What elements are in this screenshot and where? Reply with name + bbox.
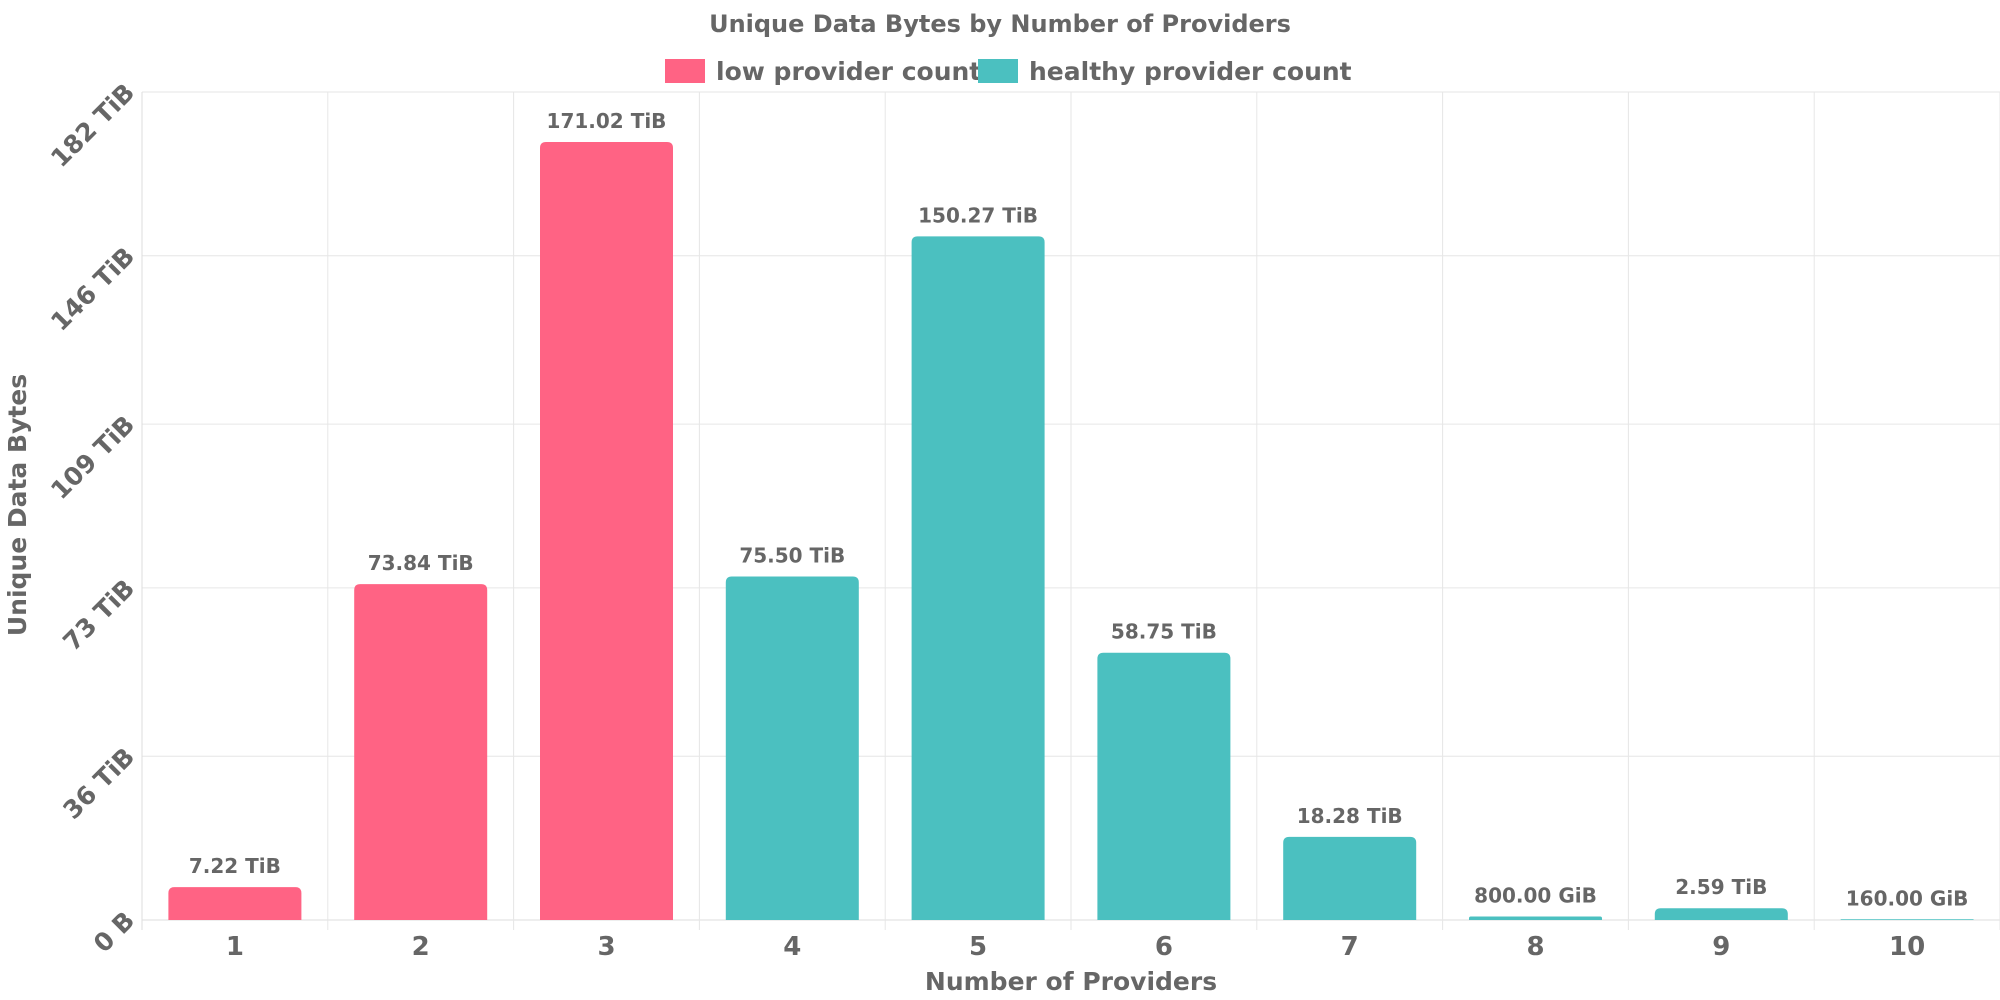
bar-8[interactable] <box>1469 916 1602 920</box>
x-tick-7: 7 <box>1341 932 1359 962</box>
x-tick-5: 5 <box>969 932 987 962</box>
value-label-1: 7.22 TiB <box>189 854 281 878</box>
chart-title: Unique Data Bytes by Number of Providers <box>709 10 1291 38</box>
y-axis-ticks: 0 B 36 TiB 73 TiB 109 TiB 146 TiB 182 TiB <box>45 78 140 958</box>
legend[interactable]: low provider count healthy provider count <box>665 57 1352 86</box>
x-tick-6: 6 <box>1155 932 1173 962</box>
bar-9[interactable] <box>1654 908 1788 920</box>
bar-7[interactable] <box>1283 836 1417 920</box>
x-tick-3: 3 <box>597 932 615 962</box>
y-tick-label: 182 TiB <box>45 78 140 173</box>
value-label-10: 160.00 GiB <box>1846 886 1969 910</box>
bar-10[interactable] <box>1840 919 1974 920</box>
x-axis-title: Number of Providers <box>925 967 1217 996</box>
legend-item-low[interactable]: low provider count <box>665 57 981 86</box>
legend-swatch <box>978 59 1018 83</box>
y-tick-label: 0 B <box>88 906 140 958</box>
x-axis-ticks: 1 2 3 4 5 6 7 8 9 10 <box>226 932 1925 962</box>
x-tick-1: 1 <box>226 932 244 962</box>
value-label-4: 75.50 TiB <box>739 544 845 568</box>
value-labels: 7.22 TiB 73.84 TiB 171.02 TiB 75.50 TiB 150.… <box>189 109 1969 910</box>
bar-5[interactable] <box>911 236 1045 920</box>
bar-1[interactable] <box>168 887 302 920</box>
value-label-7: 18.28 TiB <box>1297 804 1403 828</box>
bar-6[interactable] <box>1097 652 1231 920</box>
legend-label: low provider count <box>716 57 981 86</box>
y-tick-label: 109 TiB <box>45 410 140 505</box>
x-tick-8: 8 <box>1526 932 1544 962</box>
bar-3[interactable] <box>540 141 673 920</box>
bars <box>168 141 1974 920</box>
x-tick-4: 4 <box>783 932 801 962</box>
value-label-6: 58.75 TiB <box>1111 620 1217 644</box>
y-tick-label: 146 TiB <box>45 242 140 337</box>
x-tick-2: 2 <box>412 932 430 962</box>
x-tick-9: 9 <box>1712 932 1730 962</box>
y-axis-title: Unique Data Bytes <box>3 374 32 636</box>
y-tick-label: 73 TiB <box>57 574 140 657</box>
value-label-2: 73.84 TiB <box>368 551 474 575</box>
legend-label: healthy provider count <box>1029 57 1352 86</box>
bar-4[interactable] <box>725 576 859 920</box>
x-tick-10: 10 <box>1889 932 1925 962</box>
value-label-5: 150.27 TiB <box>918 203 1038 227</box>
legend-item-healthy[interactable]: healthy provider count <box>978 57 1352 86</box>
bar-2[interactable] <box>354 584 488 920</box>
legend-swatch <box>665 59 705 83</box>
y-tick-label: 36 TiB <box>57 742 140 825</box>
value-label-8: 800.00 GiB <box>1474 883 1597 907</box>
value-label-9: 2.59 TiB <box>1675 875 1767 899</box>
value-label-3: 171.02 TiB <box>547 109 667 133</box>
